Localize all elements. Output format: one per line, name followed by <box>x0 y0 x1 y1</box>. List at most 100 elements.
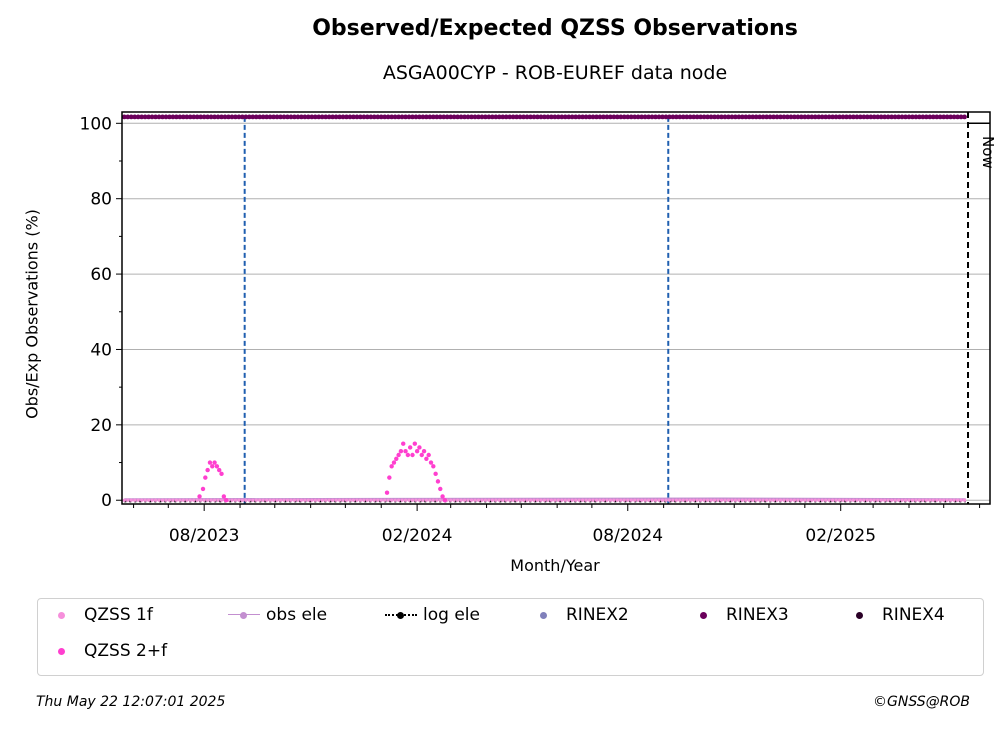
data-point-qzss-2f <box>396 452 401 458</box>
data-point-rinex3 <box>580 114 586 120</box>
legend-marker-icon <box>46 606 78 624</box>
data-point-qzss-1f <box>824 498 828 502</box>
data-point-rinex3 <box>892 114 898 120</box>
data-point-qzss-1f <box>567 498 571 502</box>
data-point-qzss-1f <box>515 498 519 502</box>
data-point-rinex3 <box>871 114 877 120</box>
data-point-qzss-1f <box>754 498 758 502</box>
data-point-rinex3 <box>351 114 356 120</box>
data-point-qzss-1f <box>331 498 335 502</box>
data-point-qzss-1f <box>615 498 619 502</box>
data-point-qzss-1f <box>706 498 710 502</box>
data-point-rinex3 <box>361 114 367 120</box>
data-point-qzss-1f <box>178 498 182 502</box>
data-point-qzss-1f <box>355 498 359 502</box>
data-point-rinex3 <box>316 114 322 120</box>
data-point-qzss-1f <box>344 498 349 502</box>
data-point-rinex3 <box>281 114 287 120</box>
data-point-qzss-1f <box>403 498 408 502</box>
data-point-qzss-1f <box>143 498 147 502</box>
legend-label: log ele <box>423 605 480 625</box>
data-point-rinex3 <box>399 114 405 120</box>
data-point-rinex3 <box>632 114 638 120</box>
data-point-qzss-1f <box>601 498 606 502</box>
data-point-qzss-1f <box>292 498 297 502</box>
data-point-qzss-1f <box>414 498 418 502</box>
data-point-rinex3 <box>347 114 353 120</box>
data-point-qzss-1f <box>306 498 310 502</box>
data-point-qzss-1f <box>369 498 373 502</box>
data-point-rinex3 <box>479 114 485 120</box>
data-point-qzss-1f <box>553 498 557 502</box>
data-point-qzss-1f <box>910 498 915 502</box>
data-point-qzss-1f <box>324 498 328 502</box>
data-point-rinex3 <box>337 114 342 120</box>
data-point-rinex3 <box>826 114 832 120</box>
data-point-rinex3 <box>951 114 957 120</box>
legend-label: obs ele <box>266 605 328 625</box>
x-axis-label: Month/Year <box>510 556 600 575</box>
data-point-qzss-2f <box>412 441 418 446</box>
data-point-qzss-1f <box>841 498 845 502</box>
data-point-rinex3 <box>285 114 290 120</box>
data-point-qzss-1f <box>657 498 661 502</box>
data-point-rinex3 <box>694 114 700 120</box>
data-point-qzss-1f <box>761 498 765 502</box>
data-point-rinex3 <box>340 114 346 120</box>
x-tick-label: 08/2024 <box>592 526 663 546</box>
data-point-qzss-2f <box>389 464 394 469</box>
legend-label: RINEX2 <box>566 605 629 625</box>
data-point-rinex3 <box>726 114 731 120</box>
data-point-rinex3 <box>427 114 433 120</box>
data-point-rinex3 <box>937 114 943 120</box>
data-point-rinex3 <box>837 114 842 120</box>
data-point-qzss-1f <box>240 498 244 502</box>
data-point-qzss-1f <box>122 498 126 502</box>
data-point-qzss-2f <box>407 445 413 450</box>
data-point-rinex3 <box>198 114 204 120</box>
data-point-rinex3 <box>823 114 829 120</box>
data-point-qzss-1f <box>379 498 383 502</box>
data-point-rinex3 <box>167 114 172 120</box>
data-point-qzss-1f <box>594 498 599 502</box>
data-point-qzss-1f <box>133 498 137 502</box>
data-point-qzss-1f <box>688 498 692 502</box>
data-point-rinex3 <box>219 114 224 120</box>
data-point-rinex3 <box>639 114 645 120</box>
data-point-rinex3 <box>587 114 592 120</box>
data-point-qzss-1f <box>935 498 939 502</box>
data-point-rinex3 <box>864 114 870 120</box>
data-point-qzss-1f <box>744 498 748 502</box>
data-point-qzss-1f <box>126 498 130 502</box>
data-point-rinex3 <box>913 114 919 120</box>
data-point-qzss-2f <box>203 475 208 480</box>
data-point-rinex3 <box>566 114 572 120</box>
data-point-qzss-1f <box>365 498 369 502</box>
data-point-qzss-1f <box>955 498 960 502</box>
data-point-rinex3 <box>771 114 776 120</box>
data-point-rinex3 <box>573 114 579 120</box>
data-point-rinex3 <box>128 114 134 120</box>
data-point-rinex3 <box>403 114 408 120</box>
data-point-qzss-2f <box>223 498 229 503</box>
data-point-qzss-1f <box>428 498 432 502</box>
data-point-qzss-2f <box>405 452 411 458</box>
data-point-rinex3 <box>930 114 936 120</box>
data-point-rinex3 <box>417 114 422 120</box>
data-point-rinex3 <box>229 114 235 120</box>
data-point-qzss-1f <box>549 498 553 502</box>
data-point-rinex3 <box>750 114 756 120</box>
data-point-rinex3 <box>920 114 926 120</box>
data-point-qzss-2f <box>384 490 390 495</box>
data-point-rinex3 <box>396 114 402 120</box>
data-point-rinex3 <box>423 114 429 120</box>
data-point-rinex3 <box>312 114 318 120</box>
data-point-rinex3 <box>448 114 454 120</box>
data-point-rinex3 <box>194 114 200 120</box>
data-point-qzss-1f <box>327 498 331 502</box>
data-point-rinex3 <box>653 114 658 120</box>
data-point-rinex3 <box>715 114 721 120</box>
data-point-rinex3 <box>354 114 360 120</box>
data-point-rinex3 <box>708 114 714 120</box>
data-point-rinex3 <box>437 114 443 120</box>
